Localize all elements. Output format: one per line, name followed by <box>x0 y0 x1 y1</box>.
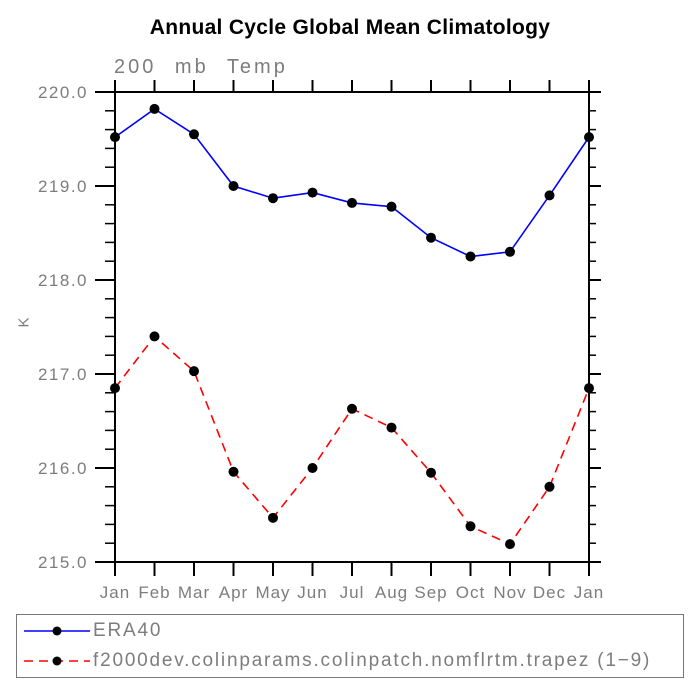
series-1-marker <box>228 466 239 477</box>
y-tick-label: 217.0 <box>38 365 88 384</box>
series-0-marker <box>307 187 318 198</box>
plot-frame <box>114 91 590 563</box>
x-tick-label: Jan <box>574 583 604 602</box>
legend-line-sample-dashed <box>24 656 90 666</box>
x-tick-label: Feb <box>138 583 170 602</box>
y-tick-label: 218.0 <box>38 271 88 290</box>
legend-line-sample-solid <box>24 626 90 636</box>
series-1-marker <box>268 512 278 523</box>
x-tick-label: Sep <box>414 583 447 602</box>
series-1-marker <box>426 467 436 478</box>
series-0-marker <box>228 181 239 191</box>
plot-area: 215.0 216.0 217.0 218.0 219.0 220.0 Jan Feb Mar A… <box>38 80 604 602</box>
series-1-marker <box>386 422 397 433</box>
x-tick-label: Nov <box>493 583 526 602</box>
x-tick-label: Jul <box>340 583 365 602</box>
series-0-marker <box>386 201 397 212</box>
legend-label: ERA40 <box>93 620 163 642</box>
chart-subtitle: 200 mb Temp <box>114 56 288 78</box>
series-0-marker <box>268 193 278 204</box>
series-1-marker <box>307 463 318 473</box>
chart-title: Annual Cycle Global Mean Climatology <box>149 16 551 39</box>
series-1-marker <box>110 383 120 394</box>
legend-item-era40: ERA40 <box>24 618 683 644</box>
series-0-marker <box>110 132 120 143</box>
y-tick-label: 220.0 <box>38 83 88 102</box>
series-0-marker <box>465 251 476 262</box>
series-1-marker <box>189 366 199 377</box>
x-tick-label: Mar <box>178 583 210 602</box>
series-0-line <box>114 107 590 258</box>
series-1-line <box>114 335 590 546</box>
x-tick-label: Jan <box>100 583 130 602</box>
series-1-marker <box>584 383 594 394</box>
series-0-marker <box>426 232 436 243</box>
x-tick-label: May <box>255 583 290 602</box>
x-tick-label: Dec <box>533 583 566 602</box>
series-0-marker <box>544 190 555 201</box>
x-tick-label: Apr <box>219 583 248 602</box>
series-0-marker <box>347 197 357 208</box>
x-tick-label: Jun <box>297 583 327 602</box>
series-1-marker <box>347 403 357 414</box>
series-1-marker <box>465 521 476 532</box>
series-1-marker <box>505 539 515 550</box>
legend-label: f2000dev.colinparams.colinpatch.nomflrtm… <box>93 649 652 671</box>
y-tick-label: 219.0 <box>38 177 88 196</box>
y-tick-label: 216.0 <box>38 459 88 478</box>
series-0-marker <box>505 246 515 257</box>
x-tick-label: Oct <box>456 583 485 602</box>
legend-sample-marker <box>52 656 62 666</box>
legend-box: ERA40 f2000dev.colinparams.colinpatch.no… <box>16 614 684 678</box>
legend-sample-marker <box>52 626 62 636</box>
series-0-marker <box>149 103 160 114</box>
legend-item-f2000dev: f2000dev.colinparams.colinpatch.nomflrtm… <box>24 648 683 674</box>
x-tick-label: Aug <box>375 583 408 602</box>
series-0-marker <box>584 132 594 143</box>
series-0-marker <box>189 129 199 140</box>
series-1-marker <box>149 331 160 342</box>
series-1-marker <box>544 481 555 492</box>
y-tick-label: 215.0 <box>38 553 88 572</box>
